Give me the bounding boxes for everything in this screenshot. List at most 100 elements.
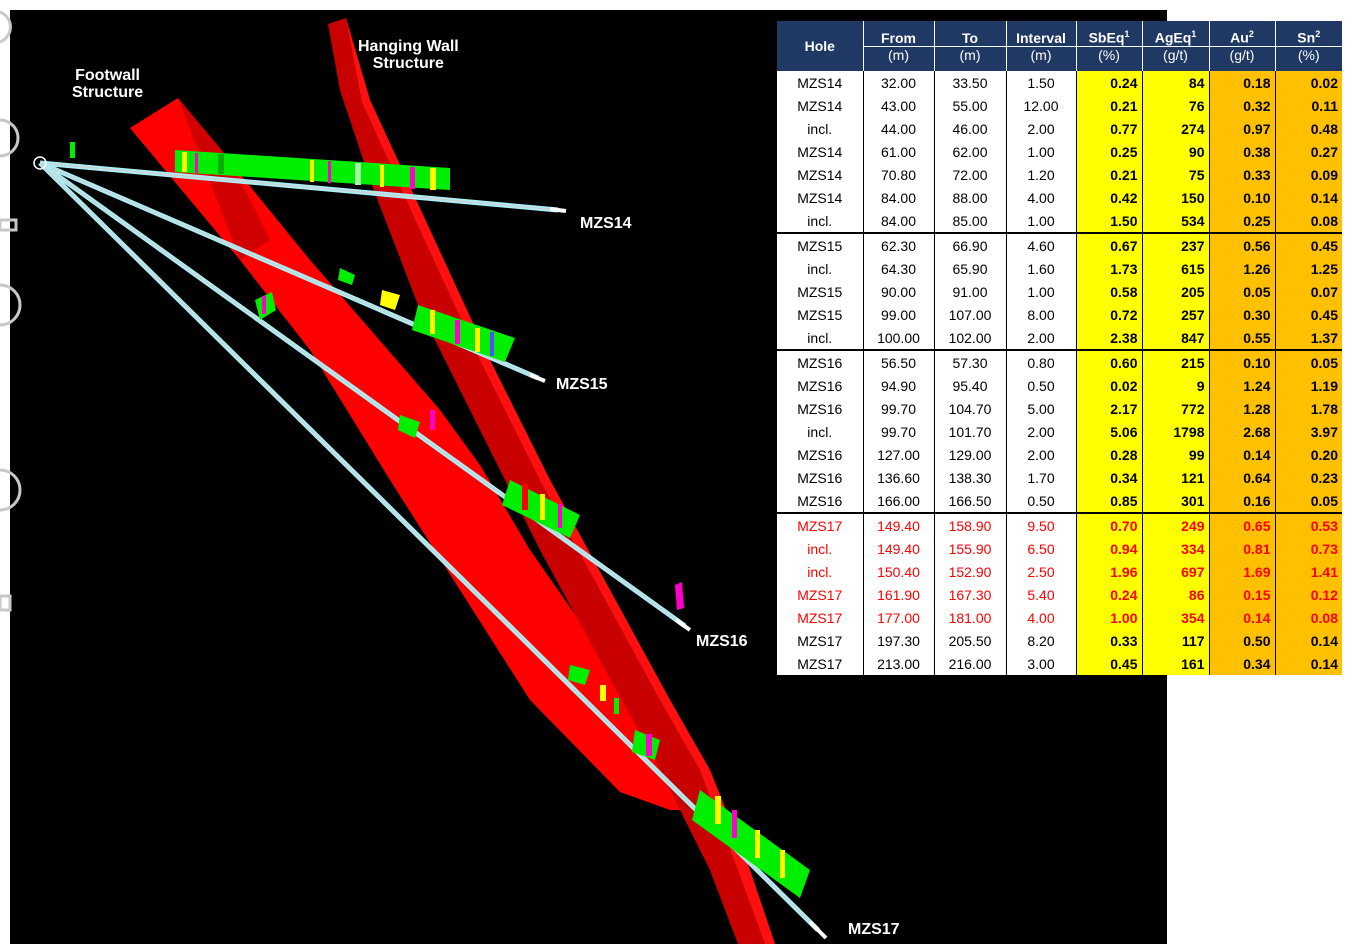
cell-sn: 0.05: [1274, 489, 1342, 513]
collar-marker: [33, 156, 47, 170]
cell-to: 88.00: [933, 186, 1006, 209]
table-row: MZS14 61.00 62.00 1.00 0.25 90 0.38 0.27: [777, 140, 1342, 163]
cell-au: 0.81: [1208, 537, 1275, 560]
cell-au: 1.24: [1208, 374, 1275, 397]
cell-interval: 1.70: [1005, 466, 1076, 489]
cell-sn: 1.25: [1274, 257, 1342, 280]
cell-ageq: 1798: [1141, 420, 1209, 443]
cell-from: 197.30: [862, 629, 934, 652]
cell-to: 95.40: [933, 374, 1006, 397]
cell-sbeq: 0.85: [1075, 489, 1142, 513]
col-header-hole: Hole: [777, 21, 863, 71]
col-header-ageq: AgEq1 (g/t): [1141, 21, 1209, 71]
cell-hole: MZS17: [797, 609, 843, 626]
cell-hole: incl.: [807, 329, 833, 346]
cell-au: 0.25: [1208, 209, 1275, 233]
table-row: MZS15 90.00 91.00 1.00 0.58 205 0.05 0.07: [777, 280, 1342, 303]
cell-interval: 9.50: [1005, 512, 1076, 537]
cell-au: 0.14: [1208, 606, 1275, 629]
cell-from: 149.40: [862, 512, 934, 537]
assay-trace-mzs16: [398, 410, 684, 610]
cell-sbeq: 0.70: [1075, 512, 1142, 537]
cell-sbeq: 0.60: [1075, 349, 1142, 374]
cell-au: 0.05: [1208, 280, 1275, 303]
cell-interval: 1.60: [1005, 257, 1076, 280]
table-row: incl. 150.40 152.90 2.50 1.96 697 1.69 1.41: [777, 560, 1342, 583]
cell-interval: 12.00: [1005, 94, 1076, 117]
assay-trace-mzs15: [255, 268, 515, 362]
cell-from: 166.00: [862, 489, 934, 513]
cell-au: 0.10: [1208, 349, 1275, 374]
cell-sbeq: 0.28: [1075, 443, 1142, 466]
cell-sn: 1.19: [1274, 374, 1342, 397]
cell-from: 99.70: [862, 420, 934, 443]
assay-trace-mzs17: [568, 665, 810, 898]
cell-to: 72.00: [933, 163, 1006, 186]
cell-ageq: 84: [1141, 71, 1209, 94]
cell-from: 32.00: [862, 71, 934, 94]
cell-interval: 2.50: [1005, 560, 1076, 583]
cell-sbeq: 0.24: [1075, 583, 1142, 606]
cell-to: 57.30: [933, 349, 1006, 374]
cell-sn: 0.08: [1274, 209, 1342, 233]
cell-sn: 0.53: [1274, 512, 1342, 537]
table-row: MZS15 62.30 66.90 4.60 0.67 237 0.56 0.45: [777, 232, 1342, 257]
cell-hole: MZS14: [797, 189, 843, 206]
col-header-interval: Interval (m): [1005, 21, 1076, 71]
cell-sbeq: 0.02: [1075, 374, 1142, 397]
cell-ageq: 274: [1141, 117, 1209, 140]
cell-sn: 0.09: [1274, 163, 1342, 186]
cell-from: 161.90: [862, 583, 934, 606]
cell-interval: 1.00: [1005, 140, 1076, 163]
cell-au: 0.34: [1208, 652, 1275, 675]
cell-hole: MZS16: [797, 400, 843, 417]
cell-sn: 0.48: [1274, 117, 1342, 140]
cell-interval: 4.60: [1005, 232, 1076, 257]
col-header-sbeq: SbEq1 (%): [1075, 21, 1142, 71]
cell-interval: 1.00: [1005, 209, 1076, 233]
cell-to: 91.00: [933, 280, 1006, 303]
cell-sbeq: 5.06: [1075, 420, 1142, 443]
cell-ageq: 257: [1141, 303, 1209, 326]
hanging-wall-structure-edge: [346, 18, 775, 944]
cell-interval: 6.50: [1005, 537, 1076, 560]
cell-sbeq: 0.33: [1075, 629, 1142, 652]
table-row: MZS14 70.80 72.00 1.20 0.21 75 0.33 0.09: [777, 163, 1342, 186]
cell-sbeq: 0.25: [1075, 140, 1142, 163]
cell-ageq: 301: [1141, 489, 1209, 513]
hole-label-mzs14: MZS14: [580, 215, 632, 232]
cell-to: 167.30: [933, 583, 1006, 606]
cell-sn: 0.07: [1274, 280, 1342, 303]
cell-hole: MZS15: [797, 306, 843, 323]
cell-sbeq: 0.67: [1075, 232, 1142, 257]
table-row: MZS15 99.00 107.00 8.00 0.72 257 0.30 0.45: [777, 303, 1342, 326]
cell-hole: MZS14: [797, 74, 843, 91]
cell-interval: 1.00: [1005, 280, 1076, 303]
cell-ageq: 334: [1141, 537, 1209, 560]
cell-sn: 0.05: [1274, 349, 1342, 374]
table-header-row: Hole From (m) To (m) Interval (m) SbEq1 (%) …: [777, 21, 1342, 71]
cell-interval: 1.50: [1005, 71, 1076, 94]
table-row: MZS17 149.40 158.90 9.50 0.70 249 0.65 0.53: [777, 512, 1342, 537]
table-row: MZS16 166.00 166.50 0.50 0.85 301 0.16 0.05: [777, 489, 1342, 513]
cell-hole: MZS14: [797, 166, 843, 183]
cell-ageq: 847: [1141, 326, 1209, 350]
cell-ageq: 86: [1141, 583, 1209, 606]
hanging-wall-structure-plane: [328, 18, 775, 944]
cell-sn: 0.08: [1274, 606, 1342, 629]
cell-au: 0.30: [1208, 303, 1275, 326]
cell-hole: MZS17: [797, 586, 843, 603]
cell-hole: incl.: [807, 212, 833, 229]
cell-hole: MZS16: [797, 492, 843, 509]
cell-hole: MZS17: [797, 632, 843, 649]
cell-from: 99.00: [862, 303, 934, 326]
cell-sbeq: 0.34: [1075, 466, 1142, 489]
cell-hole: MZS16: [797, 446, 843, 463]
drillhole-mzs17: [38, 161, 828, 940]
table-row: MZS17 177.00 181.00 4.00 1.00 354 0.14 0.08: [777, 606, 1342, 629]
cell-from: 44.00: [862, 117, 934, 140]
table-row: incl. 64.30 65.90 1.60 1.73 615 1.26 1.25: [777, 257, 1342, 280]
cell-sbeq: 1.73: [1075, 257, 1142, 280]
table-row: MZS17 213.00 216.00 3.00 0.45 161 0.34 0.14: [777, 652, 1342, 675]
cell-hole: MZS15: [777, 232, 863, 257]
